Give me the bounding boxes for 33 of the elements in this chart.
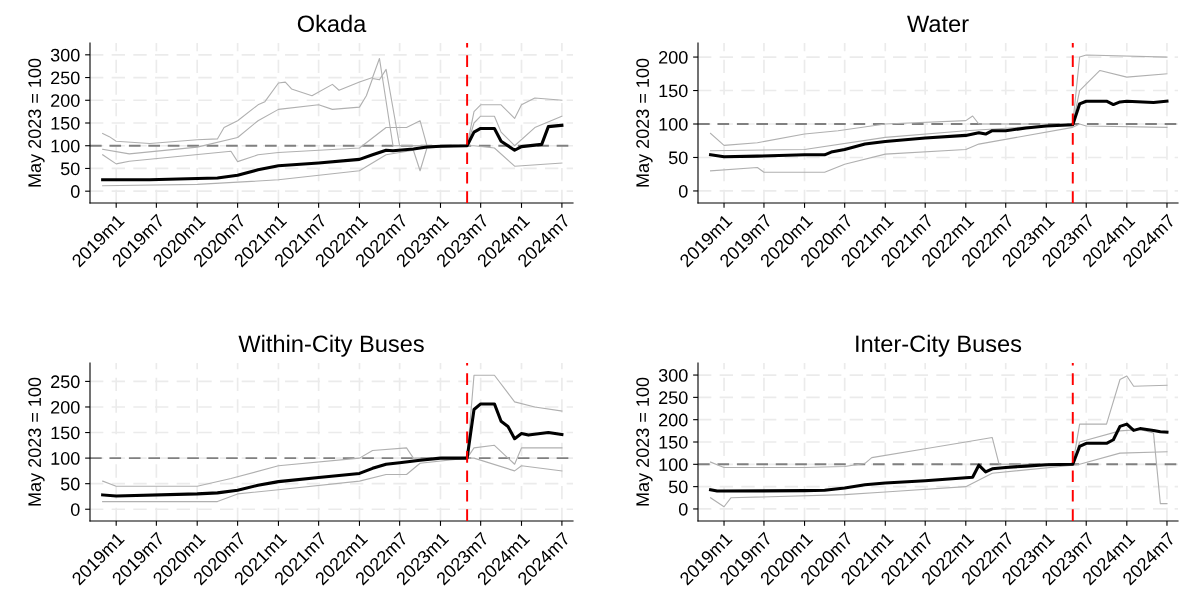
y-tick-label: 250: [659, 391, 688, 405]
y-tick-label: 200: [51, 94, 80, 107]
y-axis-title: May 2023 = 100: [636, 377, 653, 506]
y-axis-title: May 2023 = 100: [28, 377, 45, 506]
y-tick-label: 200: [659, 413, 688, 427]
y-tick-label: 50: [668, 151, 688, 165]
y-tick-label: 100: [659, 458, 688, 472]
y-tick-label: 0: [70, 503, 80, 516]
y-tick-label: 200: [51, 400, 80, 414]
chart-title: Water: [907, 15, 969, 33]
y-tick-label: 100: [659, 117, 688, 131]
y-tick-label: 300: [50, 48, 80, 62]
y-tick-label: 150: [659, 84, 688, 98]
y-tick-label: 250: [51, 71, 80, 85]
chart-title: Inter-City Buses: [856, 334, 1022, 357]
y-tick-label: 200: [659, 50, 688, 64]
y-tick-label: 0: [678, 184, 688, 198]
y-tick-label: 150: [659, 435, 688, 449]
y-tick-label: 50: [60, 162, 80, 176]
y-axis-title: May 2023 = 100: [28, 58, 45, 187]
y-tick-label: 100: [51, 139, 80, 153]
y-axis-title: May 2023 = 100: [636, 58, 653, 187]
chart-title: Within-City Buses: [238, 334, 424, 357]
y-tick-label: 250: [51, 375, 80, 389]
y-tick-label: 0: [70, 185, 80, 198]
y-tick-label: 50: [668, 480, 688, 494]
y-tick-label: 150: [51, 426, 80, 440]
y-tick-label: 50: [60, 477, 80, 491]
y-tick-label: 100: [51, 452, 80, 465]
y-tick-label: 300: [658, 368, 688, 382]
y-tick-label: 0: [678, 502, 688, 516]
y-tick-label: 150: [51, 116, 80, 130]
chart-title: Okada: [297, 14, 367, 33]
